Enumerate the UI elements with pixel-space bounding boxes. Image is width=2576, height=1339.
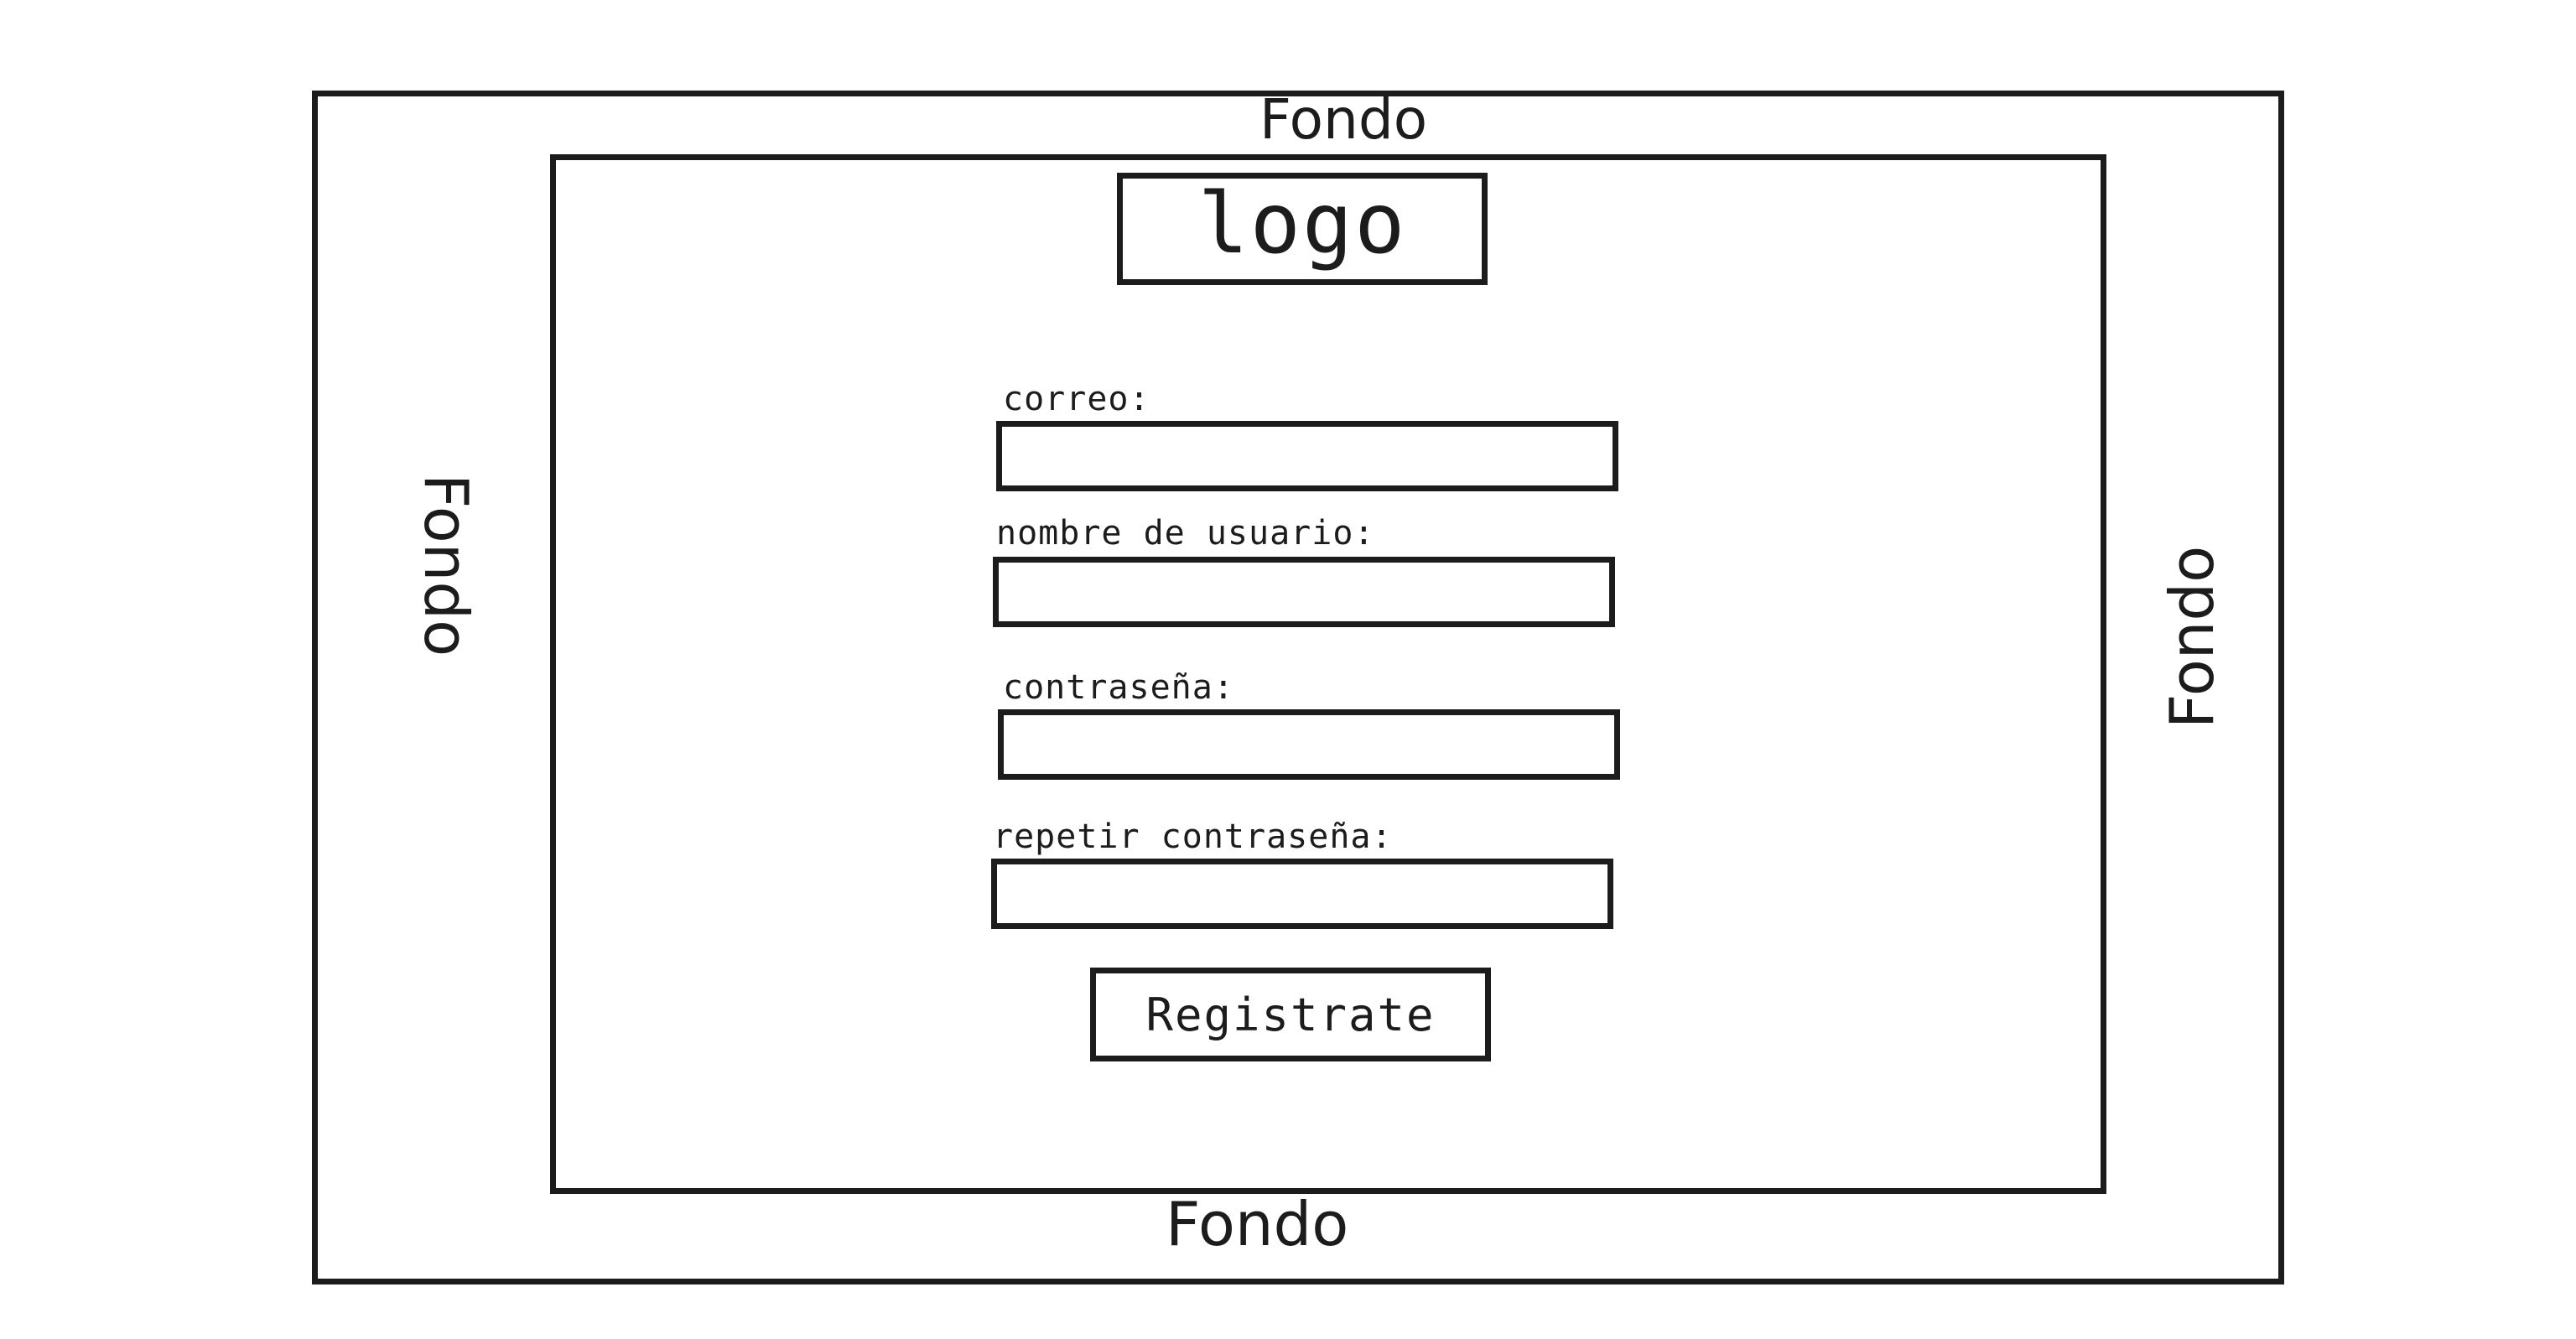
email-field[interactable] xyxy=(996,421,1618,491)
repeat-password-field[interactable] xyxy=(991,859,1613,929)
email-label: correo: xyxy=(1003,380,1150,418)
background-label-right: Fondo xyxy=(2157,545,2227,729)
background-label-left: Fondo xyxy=(411,473,481,657)
background-label-bottom: Fondo xyxy=(1166,1189,1349,1259)
repeat-password-label: repetir contraseña: xyxy=(993,817,1393,856)
username-field[interactable] xyxy=(993,557,1615,627)
username-label: nombre de usuario: xyxy=(996,514,1375,553)
registration-panel xyxy=(550,154,2106,1194)
logo: logo xyxy=(1117,173,1488,285)
password-field[interactable] xyxy=(998,709,1620,780)
register-button[interactable]: Registrate xyxy=(1090,968,1491,1061)
password-label: contraseña: xyxy=(1003,668,1234,707)
logo-text: logo xyxy=(1197,174,1407,272)
background-label-top: Fondo xyxy=(1259,87,1428,152)
background-frame xyxy=(312,91,2284,1285)
